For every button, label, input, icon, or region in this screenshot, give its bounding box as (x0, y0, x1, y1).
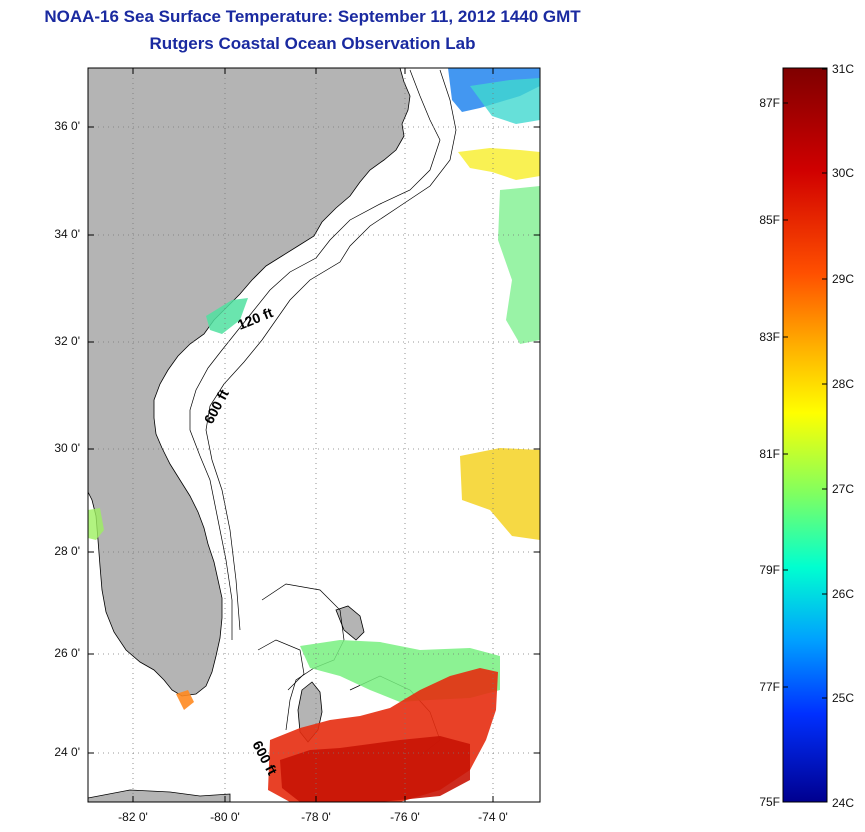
lat-label-26: 26 0' (54, 646, 80, 660)
land-us-coast (88, 68, 411, 697)
contour-600ft (205, 69, 457, 631)
colorbar-label-79f: 79F (759, 563, 780, 577)
sst-patch-hatteras-yellow (458, 148, 540, 180)
land-cuba-north (88, 789, 231, 802)
sst-patch-keys-orange (176, 690, 194, 710)
map-subtitle: Rutgers Coastal Ocean Observation Lab (149, 34, 476, 53)
lat-label-36: 36 0' (54, 119, 80, 133)
colorbar-label-31c: 31C (832, 62, 855, 76)
colorbar-label-27c: 27C (832, 482, 855, 496)
colorbar (782, 67, 828, 803)
grid (88, 68, 540, 802)
lat-label-32: 32 0' (54, 334, 80, 348)
lat-label-24: 24 0' (54, 745, 80, 759)
lon-label-74: -74 0' (478, 810, 508, 824)
colorbar-ticks (783, 68, 827, 699)
lon-label-76: -76 0' (390, 810, 420, 824)
lat-label-34: 34 0' (54, 227, 80, 241)
sst-patch-east-green (498, 186, 540, 344)
land-abaco (335, 605, 365, 641)
map-title: NOAA-16 Sea Surface Temperature: Septemb… (44, 7, 581, 26)
colorbar-label-25c: 25C (832, 691, 855, 705)
lon-label-78: -78 0' (301, 810, 331, 824)
colorbar-label-24c: 24C (832, 796, 855, 810)
colorbar-label-26c: 26C (832, 587, 855, 601)
sst-patch-south-darkred (280, 736, 470, 802)
colorbar-label-29c: 29C (832, 272, 855, 286)
colorbar-label-77f: 77F (759, 680, 780, 694)
colorbar-label-30c: 30C (832, 166, 855, 180)
colorbar-label-83f: 83F (759, 330, 780, 344)
colorbar-label-85f: 85F (759, 213, 780, 227)
colorbar-label-28c: 28C (832, 377, 855, 391)
tick-marks (88, 68, 540, 802)
sst-patch-north-cyan (470, 78, 540, 124)
lon-label-80: -80 0' (210, 810, 240, 824)
colorbar-label-81f: 81F (759, 447, 780, 461)
colorbar-label-75f: 75F (759, 795, 780, 809)
sst-patch-carolina-green (206, 298, 248, 334)
colorbar-label-87f: 87F (759, 96, 780, 110)
lat-label-28: 28 0' (54, 544, 80, 558)
lon-label-82: -82 0' (118, 810, 148, 824)
contour-bahamas-2 (257, 639, 305, 691)
sst-patch-florida-green (88, 508, 104, 540)
lat-label-30: 30 0' (54, 441, 80, 455)
contour-120ft (189, 69, 441, 640)
sst-patch-east-yellow (460, 448, 540, 540)
plot-frame (87, 67, 541, 803)
